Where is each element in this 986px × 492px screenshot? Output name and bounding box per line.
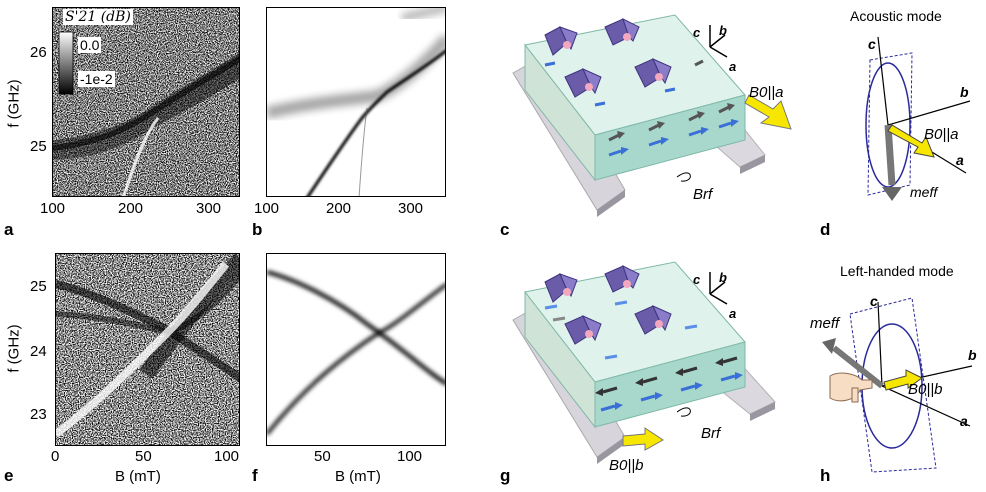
diagram-d-title: Acoustic mode	[850, 8, 942, 24]
axis-a-label-h: a	[960, 413, 968, 429]
axis-c-label-d: c	[868, 36, 876, 52]
xtick-e-0: 0	[51, 448, 60, 465]
xtick-f-100: 100	[397, 448, 423, 465]
heatmap-b	[266, 7, 446, 197]
panel-label-h: h	[820, 466, 831, 485]
xtick-e-50: 50	[135, 448, 152, 465]
axis-c-label-h: c	[870, 293, 878, 309]
panel-label-e: e	[4, 466, 14, 485]
xlabel-f: B (mT)	[335, 468, 381, 485]
panel-label-c: c	[500, 220, 510, 239]
spin-arrows-g	[544, 300, 743, 412]
axis-b-label-g: b	[719, 270, 727, 285]
panel-label-b: b	[252, 220, 263, 239]
xtick-a-300: 300	[196, 200, 222, 217]
ytick-a-26: 26	[30, 44, 47, 61]
xtick-b-100: 100	[254, 200, 280, 217]
colorbar-max-label: 0.0	[78, 37, 102, 53]
xtick-f-50: 50	[314, 448, 331, 465]
axis-a-label-d: a	[956, 152, 964, 168]
field-arrow-g	[622, 427, 664, 451]
axis-a-label-c: a	[729, 59, 736, 74]
axis-a-label-g: a	[729, 306, 736, 321]
diagram-c: c b a B0||a Brf	[512, 14, 792, 217]
axes-triad-c	[709, 25, 728, 58]
ytick-a-25: 25	[30, 138, 47, 155]
spin-arrows-c	[544, 59, 739, 157]
ytick-e-24: 24	[30, 343, 47, 360]
field-label-g: B0||b	[609, 457, 643, 474]
rf-label-g: Brf	[701, 425, 722, 442]
heatmap-f	[266, 253, 446, 446]
diagram-d: Acoustic mode c b a B0||a meff	[850, 8, 971, 201]
panel-label-d: d	[820, 220, 831, 239]
ytick-e-25: 25	[30, 278, 47, 295]
colorbar-min-label: -1e-2	[78, 71, 115, 87]
heatmap-a	[52, 7, 240, 197]
axis-c-label-g: c	[693, 272, 701, 287]
axis-b-label-c: b	[719, 23, 727, 38]
hand-icon	[829, 372, 873, 403]
axis-c-label-c: c	[693, 25, 701, 40]
axes-triad-g	[709, 272, 728, 305]
heatmap-e	[55, 253, 240, 446]
axis-b-label-d: b	[960, 84, 969, 100]
xtick-b-300: 300	[398, 200, 424, 217]
xtick-a-200: 200	[118, 200, 144, 217]
rf-label-c: Brf	[693, 186, 714, 203]
heatmap-b-image	[267, 8, 445, 196]
field-arrow-c	[744, 94, 792, 130]
ylabel-e: f (GHz)	[5, 324, 23, 373]
panel-label-f: f	[252, 466, 258, 485]
xtick-b-200: 200	[326, 200, 352, 217]
xtick-a-100: 100	[40, 200, 66, 217]
moment-label-d: meff	[910, 184, 939, 200]
heatmap-e-image	[56, 254, 239, 445]
diagram-h: Left-handed mode c b a B0||b meff	[810, 263, 977, 473]
moment-label-h: meff	[810, 315, 841, 332]
crystal-clusters-g	[544, 265, 672, 345]
diagram-h-title: Left-handed mode	[840, 263, 954, 279]
xlabel-e: B (mT)	[115, 468, 161, 485]
field-label-c: B0||a	[749, 84, 783, 101]
ytick-e-23: 23	[30, 406, 47, 423]
xtick-e-100: 100	[214, 448, 240, 465]
panel-label-g: g	[500, 466, 511, 485]
axis-b-label-h: b	[968, 347, 977, 363]
field-label-d: B0||a	[924, 126, 958, 143]
field-label-h: B0||b	[908, 381, 942, 398]
ylabel-a: f (GHz)	[5, 79, 23, 128]
diagram-g: c b a B0||b Brf	[512, 261, 776, 474]
heatmap-f-image	[267, 270, 445, 436]
colorbar-title: S'21 (dB)	[63, 9, 133, 25]
panel-label-a: a	[4, 220, 14, 239]
crystal-clusters	[544, 18, 672, 98]
